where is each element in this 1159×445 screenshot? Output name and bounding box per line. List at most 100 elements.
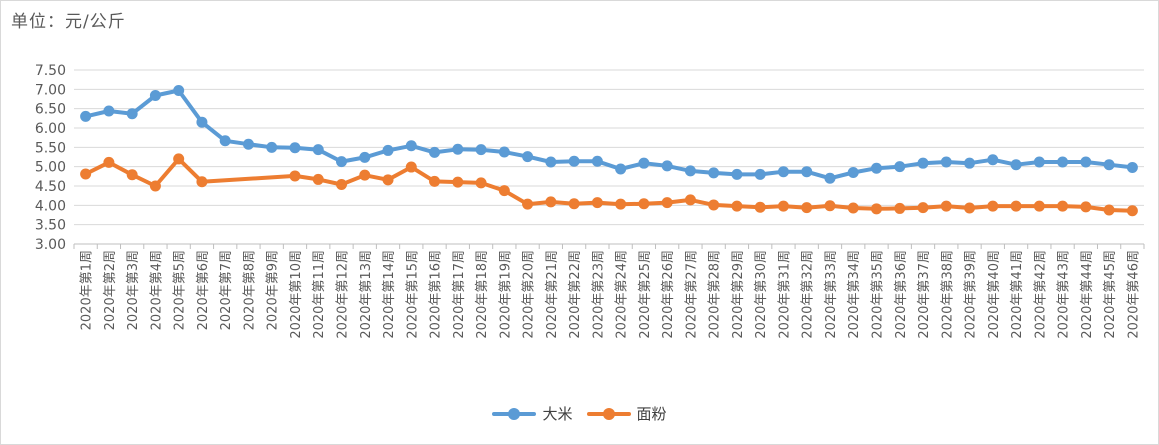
data-point-mianfen [289,170,301,182]
data-point-mianfen [126,169,138,181]
y-tick-label: 7.50 [35,63,66,79]
x-tick-label: 2020年第25周 [638,250,653,339]
data-point-mianfen [568,198,580,210]
data-point-mianfen [196,176,208,188]
x-tick-label: 2020年第43周 [1057,250,1072,339]
data-point-dami [103,105,115,117]
x-tick-label: 2020年第36周 [894,250,909,339]
data-point-dami [1057,156,1069,168]
data-point-dami [1103,159,1115,171]
x-tick-label: 2020年第42周 [1033,250,1048,339]
data-point-mianfen [498,185,510,197]
data-point-dami [871,162,882,174]
data-point-dami [987,154,999,166]
data-point-mianfen [894,202,906,214]
data-point-dami [964,157,976,169]
data-point-mianfen [847,202,859,214]
data-point-dami [1010,159,1022,171]
data-point-mianfen [149,180,161,192]
x-tick-label: 2020年第6周 [196,250,211,330]
data-point-mianfen [1080,201,1092,213]
x-tick-label: 2020年第45周 [1103,250,1118,339]
data-point-mianfen [522,198,534,210]
y-tick-label: 6.00 [35,121,66,137]
line-chart: 3.00 3.50 4.00 4.50 5.00 5.50 6.00 6.50 7.00 7.50… [35,63,1145,339]
data-point-dami [522,151,534,163]
data-point-mianfen [754,201,766,213]
x-tick-label: 2020年第21周 [545,250,560,339]
data-point-mianfen [615,198,627,210]
y-tick-label: 4.00 [35,198,66,214]
data-point-dami [289,142,301,154]
data-point-mianfen [708,199,720,211]
x-tick-label: 2020年第11周 [312,250,327,339]
x-tick-label: 2020年第29周 [731,250,746,339]
x-tick-label: 2020年第20周 [522,250,537,339]
data-point-dami [382,144,394,156]
legend-item-mianfen: 面粉 [586,403,667,424]
data-point-mianfen [871,203,882,215]
data-point-dami [312,144,324,156]
data-point-mianfen [824,200,836,212]
data-point-mianfen [1010,200,1022,212]
x-tick-label: 2020年第9周 [266,250,281,330]
data-point-dami [847,166,859,178]
x-tick-label: 2020年第30周 [754,250,769,339]
y-tick-label: 6.50 [35,102,66,118]
x-tick-label: 2020年第22周 [568,250,583,339]
data-point-dami [940,156,952,168]
data-point-mianfen [359,169,371,181]
x-tick-label: 2020年第27周 [684,250,699,339]
data-point-dami [661,160,673,172]
data-point-mianfen [964,202,976,214]
x-tick-label: 2020年第41周 [1010,250,1025,339]
data-point-dami [684,165,696,177]
data-point-dami [917,157,929,169]
data-point-dami [1080,156,1092,168]
y-tick-label: 3.00 [35,237,66,253]
data-point-mianfen [80,168,92,180]
x-tick-label: 2020年第12周 [336,250,351,339]
data-point-mianfen [1057,200,1069,212]
x-tick-label: 2020年第1周 [80,250,95,330]
data-point-dami [126,108,138,120]
legend-swatch-mianfen [586,407,631,421]
data-point-mianfen [638,198,650,210]
data-point-mianfen [405,161,417,173]
x-tick-label: 2020年第23周 [591,250,606,339]
data-point-mianfen [103,156,115,168]
data-point-mianfen [173,153,185,165]
data-point-dami [429,146,441,158]
data-point-dami [1126,161,1138,173]
x-tick-label: 2020年第4周 [149,250,164,330]
data-point-dami [568,155,580,167]
x-tick-label: 2020年第13周 [359,250,374,339]
x-tick-label: 2020年第26周 [661,250,676,339]
x-tick-label: 2020年第46周 [1126,250,1141,339]
data-point-dami [615,163,627,175]
x-tick-label: 2020年第17周 [452,250,467,339]
data-point-dami [824,172,836,184]
data-point-mianfen [684,194,696,206]
legend: 大米 面粉 [1,403,1158,424]
data-point-mianfen [987,200,999,212]
x-tick-label: 2020年第3周 [126,250,141,330]
x-tick-label: 2020年第19周 [498,250,513,339]
x-tick-label: 2020年第8周 [242,250,257,330]
data-point-dami [777,166,789,178]
series-line-dami [83,88,1135,181]
data-point-mianfen [545,196,557,208]
data-point-dami [266,141,278,153]
data-point-dami [638,157,650,169]
data-point-mianfen [917,202,929,214]
x-tick-label: 2020年第34周 [847,250,862,339]
data-point-mianfen [312,173,324,185]
x-tick-label: 2020年第7周 [219,250,234,330]
data-point-dami [336,156,347,168]
data-point-dami [196,116,208,128]
data-point-mianfen [1103,204,1115,216]
data-point-mianfen [336,178,347,190]
legend-label-dami: 大米 [542,405,573,423]
y-tick-label: 5.00 [35,160,66,176]
